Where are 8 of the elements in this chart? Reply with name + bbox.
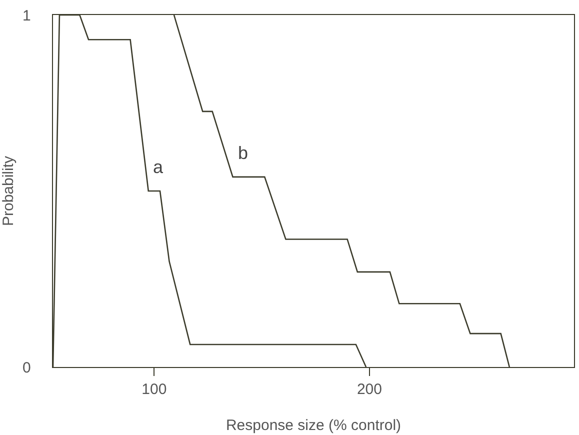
y-tick-label: 0 xyxy=(22,359,31,376)
annotation: b xyxy=(238,143,248,163)
annotation: a xyxy=(153,157,164,177)
y-tick-label: 1 xyxy=(22,7,31,24)
x-tick-label: 100 xyxy=(142,381,167,398)
x-axis-title: Response size (% control) xyxy=(226,417,402,434)
x-tick-label: 200 xyxy=(356,381,382,398)
y-axis-title: Probability xyxy=(0,155,17,226)
